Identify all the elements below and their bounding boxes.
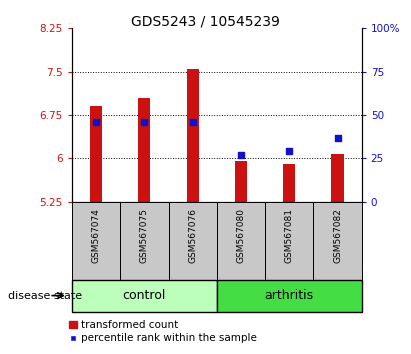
Bar (169, 202, 217, 280)
Bar (90, 106, 102, 202)
Text: GSM567075: GSM567075 (140, 208, 149, 263)
Bar (265, 202, 314, 280)
Text: GSM567081: GSM567081 (285, 208, 294, 263)
Bar (314, 202, 362, 280)
Point (238, 152, 244, 158)
Bar (235, 161, 247, 202)
Legend: transformed count, percentile rank within the sample: transformed count, percentile rank withi… (69, 320, 257, 343)
Bar (217, 202, 265, 280)
Text: GSM567082: GSM567082 (333, 208, 342, 263)
Text: GDS5243 / 10545239: GDS5243 / 10545239 (131, 14, 280, 28)
Text: arthritis: arthritis (265, 289, 314, 302)
Point (93, 119, 99, 125)
Bar (120, 202, 169, 280)
Bar (217, 280, 362, 312)
Text: GSM567076: GSM567076 (188, 208, 197, 263)
Point (334, 135, 341, 141)
Bar (72, 280, 217, 312)
Text: GSM567074: GSM567074 (92, 208, 101, 263)
Point (189, 119, 196, 125)
Point (286, 149, 293, 154)
Text: disease state: disease state (8, 291, 82, 301)
Text: GSM567080: GSM567080 (236, 208, 245, 263)
Bar (72, 202, 120, 280)
Bar (139, 98, 150, 202)
Bar (332, 154, 344, 202)
Bar (187, 69, 199, 202)
Point (141, 119, 148, 125)
Bar (283, 164, 295, 202)
Text: control: control (122, 289, 166, 302)
